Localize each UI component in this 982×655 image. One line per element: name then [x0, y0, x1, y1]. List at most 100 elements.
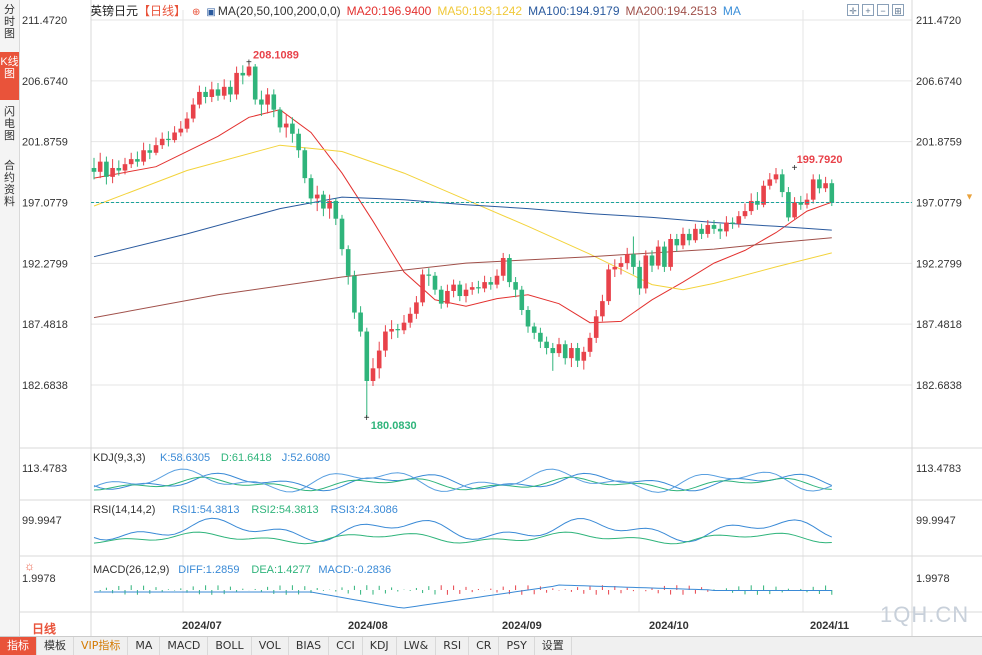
tab-flash[interactable]: 闪电图 — [4, 106, 15, 142]
template-button[interactable]: 模板 — [37, 637, 74, 655]
macd-diff-line — [94, 584, 832, 609]
vip-indicator-button[interactable]: VIP指标 — [74, 637, 129, 655]
candle-body — [792, 202, 797, 218]
candle-body — [624, 254, 630, 264]
ma200-value: MA200:194.2513 — [625, 4, 717, 18]
price-tick-left: 182.6838 — [22, 380, 68, 392]
rsi-tick-right: 99.9947 — [916, 515, 956, 527]
candle-body — [370, 368, 376, 381]
candle-body — [482, 282, 487, 289]
zoom-in-icon[interactable]: + — [862, 4, 874, 16]
high-label: 208.1089 — [253, 50, 299, 62]
bias-indicator-button[interactable]: BIAS — [289, 637, 330, 655]
candle-body — [333, 200, 339, 219]
candle-body — [463, 289, 469, 297]
indicator-text: RSI(14,14,2) — [93, 504, 155, 516]
date-label: 2024/11 — [810, 620, 849, 632]
chart-icon[interactable]: ▣ — [206, 7, 216, 18]
candle-body — [383, 331, 388, 351]
cr-indicator-button[interactable]: CR — [469, 637, 500, 655]
price-tick-left: 192.2799 — [22, 258, 68, 270]
ma50-line — [93, 144, 832, 291]
rsi-indicator-button[interactable]: RSI — [436, 637, 470, 655]
price-tick-right: 201.8759 — [916, 137, 962, 149]
candle-body — [674, 238, 680, 246]
candle-body — [668, 238, 673, 267]
period-label[interactable]: 日线 — [32, 622, 57, 636]
indicator-text: MACD(26,12,9) — [93, 564, 169, 576]
candle-body — [550, 348, 556, 354]
candle-body — [184, 118, 190, 129]
candle-body — [97, 161, 103, 172]
candle-body — [153, 145, 159, 153]
candle-body — [91, 167, 97, 172]
candle-body — [476, 287, 481, 289]
candle-body — [538, 332, 543, 342]
candle-body — [215, 89, 221, 96]
candle-body — [358, 312, 363, 332]
indicator-button[interactable]: 指标 — [0, 637, 37, 655]
psy-indicator-button[interactable]: PSY — [499, 637, 535, 655]
rsi1-line — [93, 517, 833, 543]
candle-body — [823, 183, 828, 189]
cci-indicator-button[interactable]: CCI — [329, 637, 363, 655]
candle-body — [240, 72, 246, 76]
tab-kline[interactable]: K线图 — [0, 52, 19, 100]
ma100-value: MA100:194.9179 — [528, 4, 620, 18]
vol-indicator-button[interactable]: VOL — [252, 637, 289, 655]
indicator-panes: KDJ(9,3,3) K:58.6305 D:61.6418 J:52.6080 113… — [22, 452, 961, 609]
ma200-line — [93, 237, 832, 319]
price-markers: ▼208.1089+180.0830+199.7920+ — [91, 50, 974, 432]
candle-body — [717, 228, 723, 232]
candle-body — [271, 94, 277, 110]
date-axis: 2024/07 2024/08 2024/09 2024/10 2024/11 — [182, 620, 849, 632]
zoom-out-icon[interactable]: − — [877, 4, 889, 16]
candle-body — [531, 326, 537, 333]
indicator-text: D:61.6418 — [221, 452, 272, 464]
candle-body — [345, 249, 351, 276]
candle-body — [327, 200, 332, 209]
ma-button[interactable]: MA — [722, 4, 741, 18]
candle-body — [500, 258, 506, 276]
ma-params: MA(20,50,100,200,0,0) — [217, 4, 341, 18]
ma20-line — [93, 109, 832, 324]
candle-body — [246, 66, 252, 76]
indicator-text: RSI2:54.3813 — [251, 504, 318, 516]
candle-body — [451, 284, 456, 291]
price-tick-left: 197.0779 — [22, 198, 68, 210]
candle-body — [705, 225, 711, 234]
settings-button[interactable]: 设置 — [535, 637, 572, 655]
candle-body — [767, 179, 773, 186]
candle-body — [494, 275, 500, 285]
candle-body — [308, 178, 314, 199]
candle-body — [407, 313, 413, 323]
target-icon[interactable]: ⊕ — [192, 7, 201, 18]
high-marker: + — [246, 58, 252, 69]
candle-body — [209, 89, 215, 97]
ma-indicator-button[interactable]: MA — [128, 637, 161, 655]
candle-body — [178, 128, 184, 133]
ma100-line — [93, 196, 832, 258]
boll-indicator-button[interactable]: BOLL — [208, 637, 252, 655]
kdj-tick-right: 113.4783 — [916, 463, 961, 475]
indicator-text: RSI1:54.3813 — [172, 504, 239, 516]
candle-body — [395, 329, 401, 331]
ma50-value: MA50:193.1242 — [437, 4, 523, 18]
candle-body — [631, 254, 636, 267]
kline-chart[interactable]: 211.4720 211.4720 206.6740 206.6740 201.8759… — [0, 0, 982, 636]
candle-body — [711, 225, 717, 229]
price-tick-left: 201.8759 — [22, 137, 68, 149]
tab-contract-info[interactable]: 合约资料 — [4, 160, 15, 208]
candle-body — [252, 66, 258, 100]
macd-indicator-button[interactable]: MACD — [160, 637, 209, 655]
sun-icon: ☼ — [24, 559, 35, 573]
date-label: 2024/07 — [182, 620, 222, 632]
candle-body — [228, 86, 233, 95]
lwr-indicator-button[interactable]: LW& — [397, 637, 437, 655]
tab-timeshare[interactable]: 分时图 — [4, 4, 15, 40]
crosshair-icon[interactable]: ✛ — [847, 4, 859, 16]
candle-body — [649, 255, 655, 266]
price-tick-right: 206.6740 — [916, 76, 962, 88]
kdj-indicator-button[interactable]: KDJ — [363, 637, 397, 655]
fullscreen-icon[interactable]: ⊞ — [892, 4, 904, 16]
